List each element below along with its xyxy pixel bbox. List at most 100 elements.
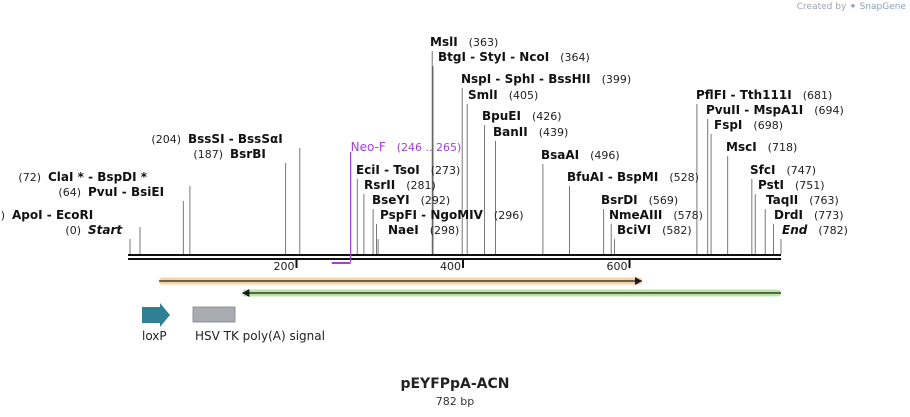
enzyme-psti-label: PstI <box>758 178 784 192</box>
enzyme-msci[interactable]: MscI (718) <box>726 140 797 154</box>
enzyme-apoi-ecori[interactable]: (12) ApoI - EcoRI <box>0 208 93 222</box>
enzyme-pflfi-tth111i-position: (681) <box>803 89 833 102</box>
enzyme-sfci[interactable]: SfcI (747) <box>750 163 816 177</box>
feature-loxp[interactable]: loxP <box>142 303 170 343</box>
enzyme-nspi-sphi-bsshii-position: (399) <box>602 73 632 86</box>
enzyme-bcivi[interactable]: BciVI (582) <box>617 223 692 237</box>
enzyme-smli-label: SmlI <box>468 88 498 102</box>
enzyme-labels: (12) ApoI - EcoRI (0) Start (72) ClaI * - Bsp… <box>0 35 848 237</box>
enzyme-bcivi-position: (582) <box>662 224 692 237</box>
enzyme-clai-bspdi-label: ClaI * - BspDI * <box>48 170 148 184</box>
enzyme-bseyi-label: BseYI <box>372 193 410 207</box>
primer-neo-f-name: Neo-F <box>351 140 386 154</box>
enzyme-start[interactable]: (0) Start <box>65 223 123 237</box>
enzyme-start-label: Start <box>88 223 123 237</box>
enzyme-sfci-label: SfcI <box>750 163 775 177</box>
enzyme-ecii-tsoi[interactable]: EciI - TsoI (273) <box>356 163 460 177</box>
enzyme-pspfi-ngomiv-label: PspFI - NgoMIV <box>380 208 484 222</box>
enzyme-banii[interactable]: BanII (439) <box>493 125 568 139</box>
enzyme-naei[interactable]: NaeI (298) <box>388 223 459 237</box>
features: loxP HSV TK poly(A) signal <box>142 303 325 343</box>
enzyme-clai-bspdi-position: (72) <box>18 171 41 184</box>
enzyme-nmeaiii[interactable]: NmeAIII (578) <box>609 208 703 222</box>
ruler-label-200: 200 <box>273 260 294 273</box>
orf-reverse[interactable] <box>242 289 782 297</box>
feature-hsv-tk-polya-label: HSV TK poly(A) signal <box>195 329 325 343</box>
feature-hsv-tk-polya[interactable]: HSV TK poly(A) signal <box>192 306 325 343</box>
enzyme-bpuei-position: (426) <box>532 110 562 123</box>
enzyme-naei-label: NaeI <box>388 223 419 237</box>
enzyme-bfuai-bspmi-position: (528) <box>669 171 699 184</box>
enzyme-apoi-ecori-label: ApoI - EcoRI <box>12 208 93 222</box>
enzyme-drdi-label: DrdI <box>774 208 803 222</box>
feature-loxp-label: loxP <box>142 329 167 343</box>
enzyme-pspfi-ngomiv[interactable]: PspFI - NgoMIV (296) <box>380 208 524 222</box>
plasmid-name: pEYFPpA-ACN <box>400 376 510 392</box>
enzyme-msli-label: MslI <box>430 35 458 49</box>
enzyme-psti-position: (751) <box>795 179 825 192</box>
enzyme-bsrbi[interactable]: (187) BsrBI <box>193 147 265 161</box>
enzyme-rsrii[interactable]: RsrII (281) <box>364 178 436 192</box>
plasmid-length: 782 bp <box>435 395 475 408</box>
enzyme-smli[interactable]: SmlI (405) <box>468 88 538 102</box>
enzyme-smli-position: (405) <box>509 89 539 102</box>
enzyme-pvui-bsiei[interactable]: (64) PvuI - BsiEI <box>58 185 164 199</box>
enzyme-pvuii-mspa1i-position: (694) <box>814 104 844 117</box>
enzyme-msci-label: MscI <box>726 140 757 154</box>
enzyme-end-position: (782) <box>818 224 848 237</box>
enzyme-bsrdi[interactable]: BsrDI (569) <box>601 193 678 207</box>
enzyme-pvui-bsiei-label: PvuI - BsiEI <box>88 185 164 199</box>
enzyme-bcivi-label: BciVI <box>617 223 651 237</box>
enzyme-pvuii-mspa1i-label: PvuII - MspA1I <box>706 103 803 117</box>
orf-forward[interactable] <box>159 277 642 285</box>
enzyme-btgi-styi-ncoi-position: (364) <box>560 51 590 64</box>
enzyme-bfuai-bspmi[interactable]: BfuAI - BspMI (528) <box>567 170 699 184</box>
enzyme-bsrbi-position: (187) <box>193 148 223 161</box>
enzyme-nmeaiii-label: NmeAIII <box>609 208 662 222</box>
enzyme-bsaai-position: (496) <box>590 149 620 162</box>
enzyme-bsrbi-label: BsrBI <box>230 147 266 161</box>
primer-neo-f-range: (246 .. 265) <box>397 141 462 154</box>
enzyme-cut-lines <box>129 51 782 254</box>
enzyme-bpuei-label: BpuEI <box>482 109 521 123</box>
enzyme-drdi[interactable]: DrdI (773) <box>774 208 844 222</box>
enzyme-taqii[interactable]: TaqII (763) <box>766 193 839 207</box>
primer-neo-f[interactable]: Neo-F (246 .. 265) <box>331 140 462 264</box>
enzyme-nspi-sphi-bsshii-label: NspI - SphI - BssHII <box>461 72 591 86</box>
enzyme-nspi-sphi-bsshii[interactable]: NspI - SphI - BssHII (399) <box>461 72 631 86</box>
enzyme-msli[interactable]: MslI (363) <box>430 35 498 49</box>
enzyme-naei-position: (298) <box>430 224 460 237</box>
enzyme-fspi[interactable]: FspI (698) <box>714 118 783 132</box>
enzyme-apoi-ecori-position: (12) <box>0 209 5 222</box>
ruler-label-600: 600 <box>606 260 627 273</box>
enzyme-msci-position: (718) <box>768 141 798 154</box>
enzyme-end[interactable]: End (782) <box>782 223 848 237</box>
enzyme-taqii-label: TaqII <box>766 193 798 207</box>
ruler-label-400: 400 <box>440 260 461 273</box>
enzyme-psti[interactable]: PstI (751) <box>758 178 825 192</box>
enzyme-bpuei[interactable]: BpuEI (426) <box>482 109 562 123</box>
enzyme-bsaai[interactable]: BsaAI (496) <box>541 148 620 162</box>
enzyme-bsssi-bsss-i-label: BssSI - BssSαI <box>188 132 283 146</box>
enzyme-btgi-styi-ncoi[interactable]: BtgI - StyI - NcoI (364) <box>438 50 590 64</box>
enzyme-drdi-position: (773) <box>814 209 844 222</box>
enzyme-banii-label: BanII <box>493 125 528 139</box>
enzyme-bseyi[interactable]: BseYI (292) <box>372 193 450 207</box>
enzyme-pflfi-tth111i[interactable]: PflFI - Tth111I (681) <box>696 88 832 102</box>
snapgene-logo-icon: ✦ <box>849 2 857 12</box>
orf-forward-arrowhead-icon <box>634 277 642 285</box>
enzyme-clai-bspdi[interactable]: (72) ClaI * - BspDI * <box>18 170 147 184</box>
enzyme-msli-position: (363) <box>469 36 499 49</box>
enzyme-nmeaiii-position: (578) <box>673 209 703 222</box>
enzyme-rsrii-position: (281) <box>406 179 436 192</box>
enzyme-sfci-position: (747) <box>786 164 816 177</box>
enzyme-end-label: End <box>782 223 808 237</box>
enzyme-fspi-position: (698) <box>753 119 783 132</box>
enzyme-taqii-position: (763) <box>809 194 839 207</box>
enzyme-pvuii-mspa1i[interactable]: PvuII - MspA1I (694) <box>706 103 844 117</box>
enzyme-bsssi-bsss-i[interactable]: (204) BssSI - BssSαI <box>151 132 282 146</box>
credit-brand: SnapGene <box>859 2 906 12</box>
enzyme-bsrdi-position: (569) <box>649 194 679 207</box>
loxp-arrow-icon <box>142 303 170 327</box>
